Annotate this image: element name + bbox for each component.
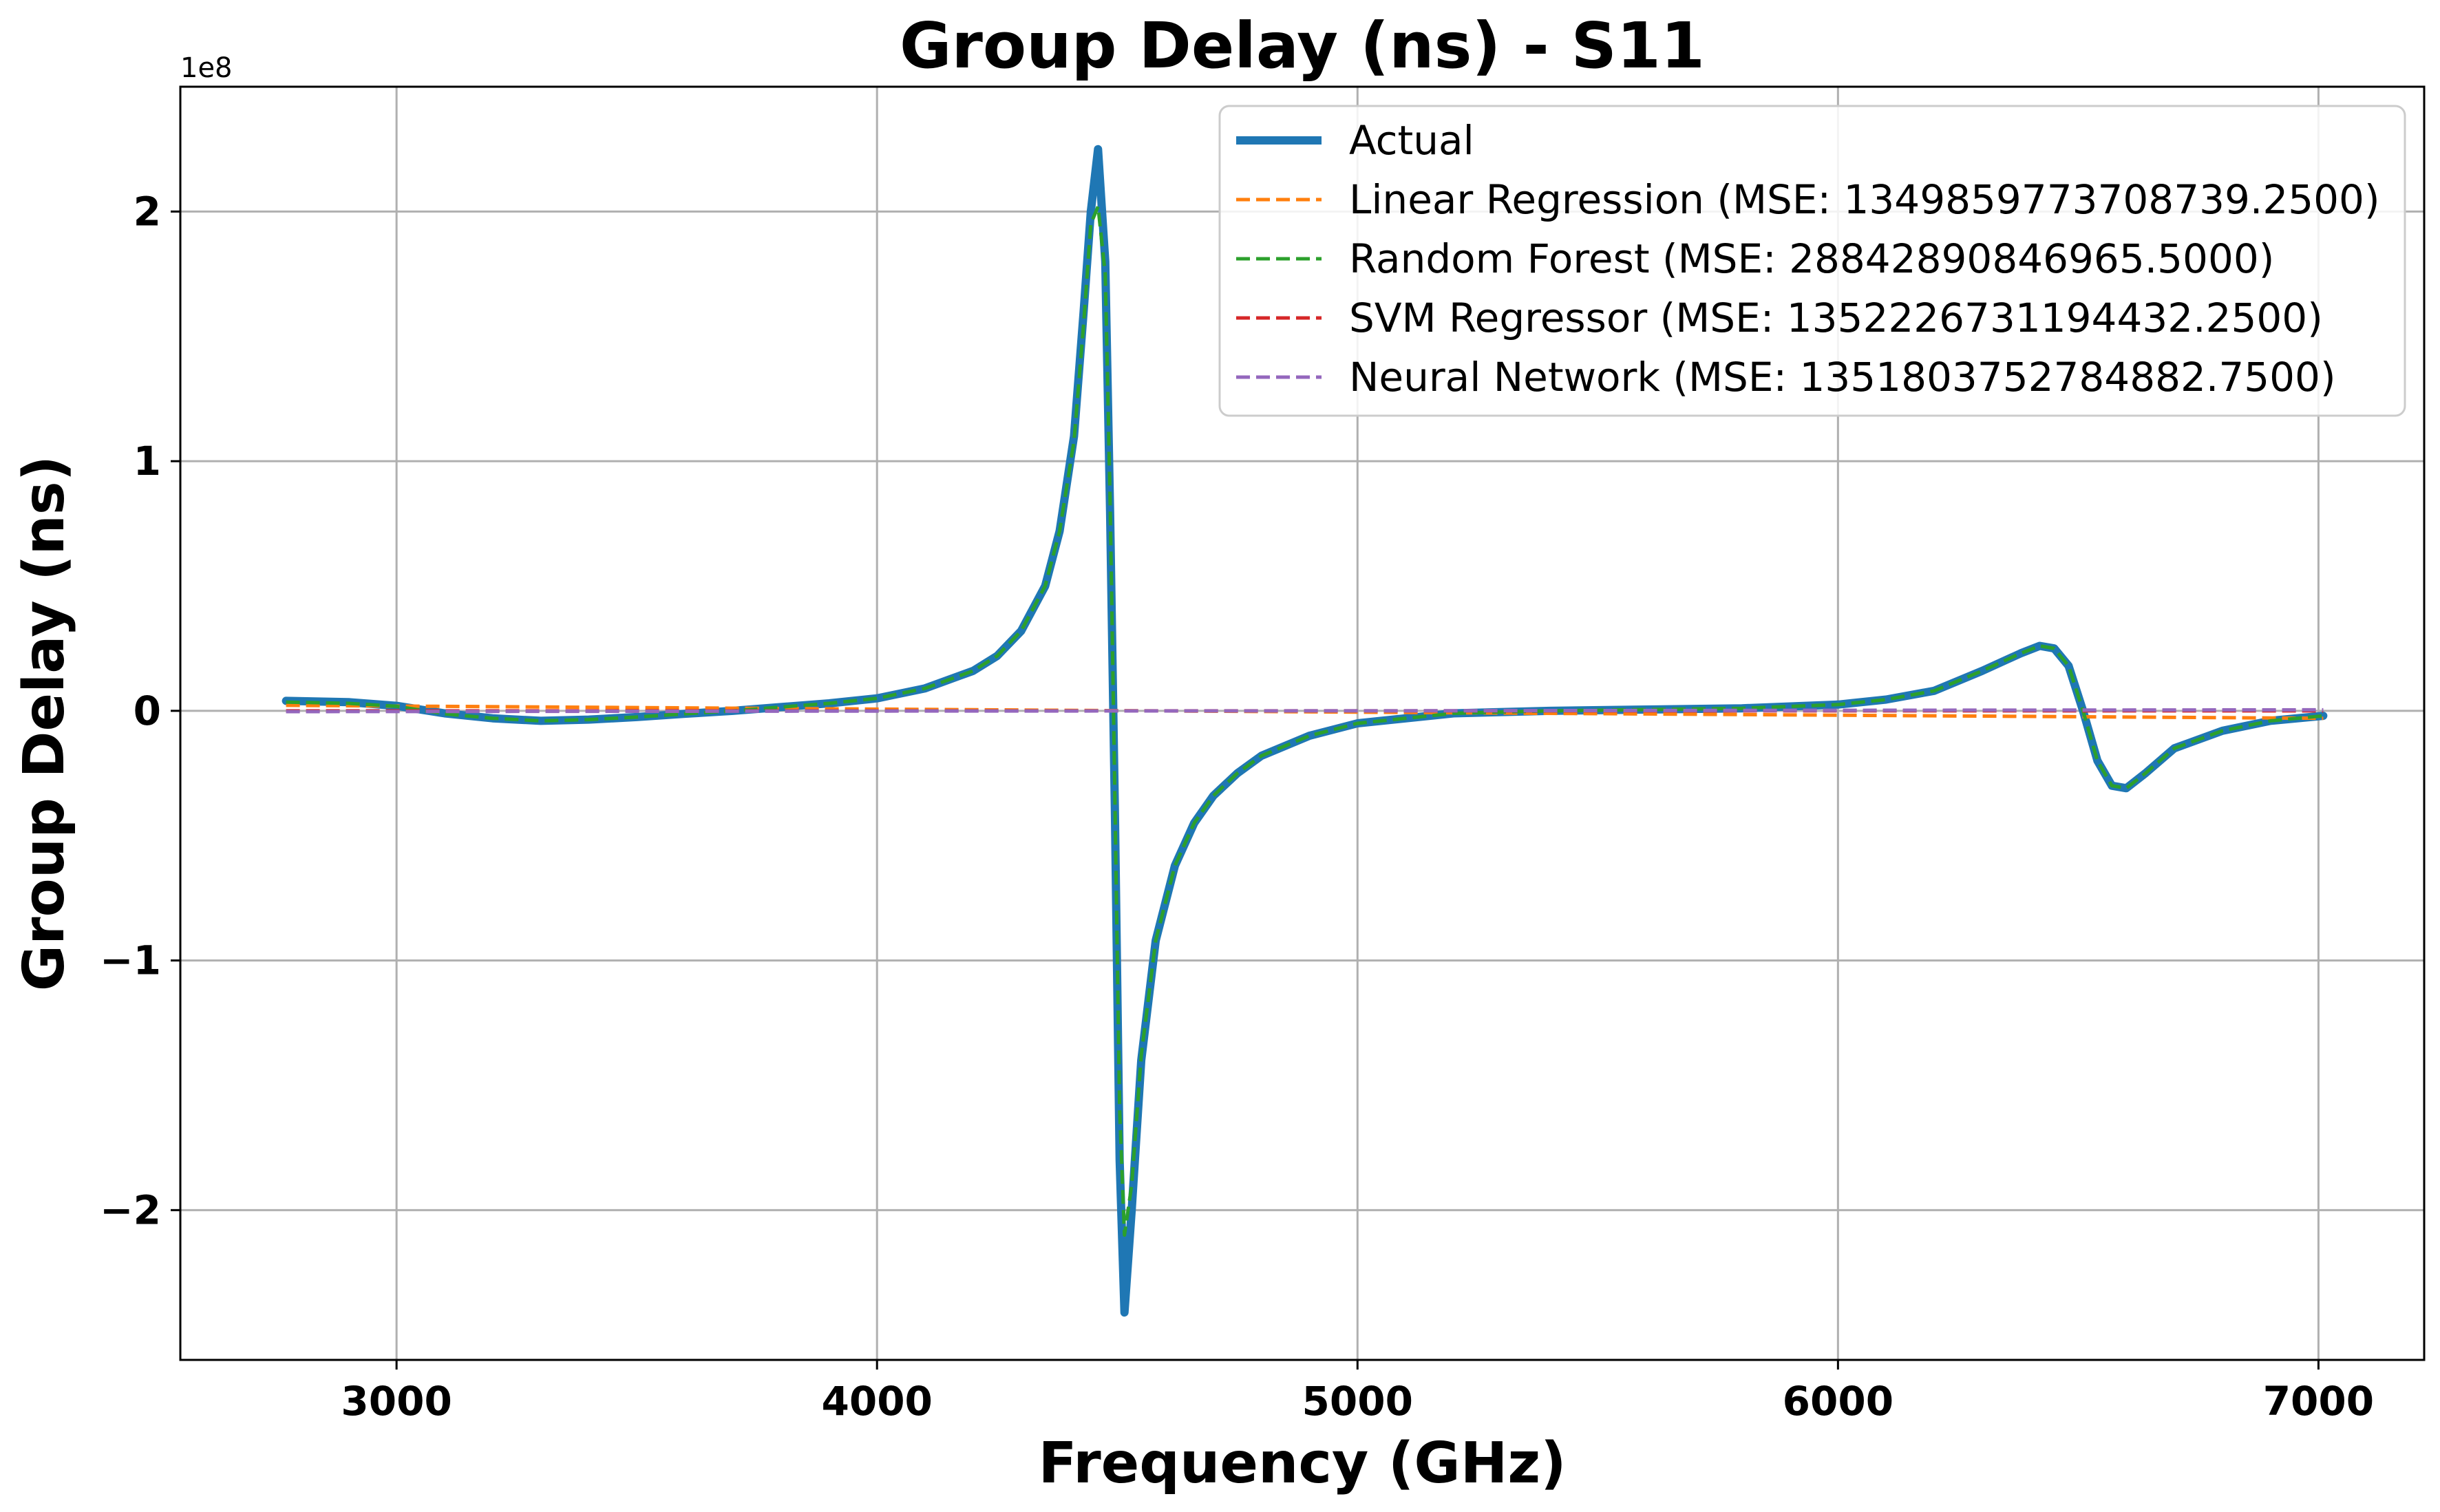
y-tick-label: 2 xyxy=(134,188,161,235)
x-tick-label: 6000 xyxy=(1783,1378,1893,1425)
plot-area xyxy=(282,145,2328,1317)
series-line-2 xyxy=(286,204,2324,1237)
x-tick-label: 5000 xyxy=(1302,1378,1413,1425)
y-tick-label: 1 xyxy=(134,438,161,485)
x-tick-label: 4000 xyxy=(821,1378,932,1425)
legend-items: Actual Linear Regression (MSE: 1349859773… xyxy=(1236,117,2380,401)
legend-label-0: Actual xyxy=(1349,117,1474,164)
series-line-4 xyxy=(286,707,2324,714)
y-axis-label: Group Delay (ns) xyxy=(12,456,77,991)
y-tick-label: −1 xyxy=(100,937,161,984)
legend-box xyxy=(1218,105,2406,417)
axis-ticks: 3000 4000 5000 6000 7000 −2 −1 0 1 2 xyxy=(100,188,2374,1425)
legend-label-3: SVM Regressor (MSE: 1352226731194432.250… xyxy=(1349,295,2323,341)
legend-label-1: Linear Regression (MSE: 1349859773708739… xyxy=(1349,176,2380,223)
x-tick-label: 3000 xyxy=(341,1378,452,1425)
y-tick-label: 0 xyxy=(134,688,161,734)
axes-frame xyxy=(179,85,2426,1361)
x-axis-label: Frequency (GHz) xyxy=(1038,1431,1566,1496)
legend-label-4: Neural Network (MSE: 1351803752784882.75… xyxy=(1349,354,2336,401)
chart-title: Group Delay (ns) - S11 xyxy=(900,9,1705,83)
y-scale-exponent: 1e8 xyxy=(180,52,233,84)
y-tick-label: −2 xyxy=(100,1186,161,1233)
legend-label-2: Random Forest (MSE: 28842890846965.5000) xyxy=(1349,235,2274,282)
legend: Actual Linear Regression (MSE: 1349859773… xyxy=(1218,105,2406,417)
x-tick-label: 7000 xyxy=(2263,1378,2374,1425)
